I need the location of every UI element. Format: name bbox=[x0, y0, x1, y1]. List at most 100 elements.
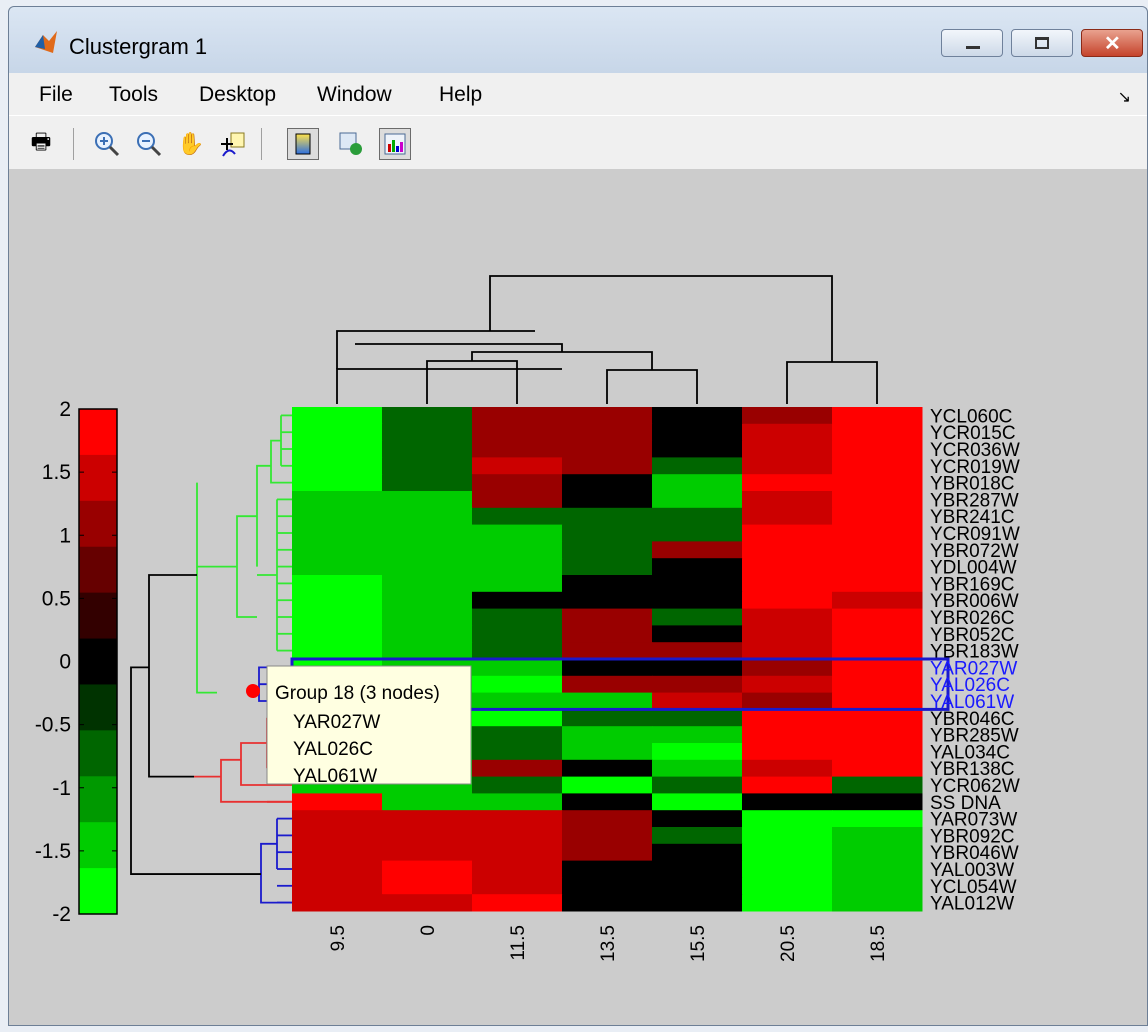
pan-hand-icon[interactable]: ✋ bbox=[177, 131, 205, 156]
axis-labels: YCL060CYCR015CYCR036WYCR019WYBR018CYBR28… bbox=[328, 406, 1020, 962]
heatmap-cell bbox=[292, 440, 383, 458]
row-label: YBR018C bbox=[930, 474, 1015, 495]
data-cursor-icon[interactable] bbox=[217, 128, 249, 160]
heatmap-cell bbox=[562, 793, 653, 811]
heatmap-cell bbox=[832, 709, 923, 727]
heatmap-cell bbox=[742, 793, 833, 811]
heatmap-cell bbox=[742, 759, 833, 778]
heatmap-cell bbox=[382, 608, 473, 626]
maximize-button[interactable] bbox=[1011, 29, 1073, 57]
heatmap-cell bbox=[292, 827, 383, 845]
menu-file[interactable]: File bbox=[39, 83, 73, 106]
print-icon[interactable]: 🖶 bbox=[30, 129, 52, 154]
heatmap-cell bbox=[742, 776, 833, 794]
heatmap-cell bbox=[562, 558, 653, 576]
heatmap-cell bbox=[292, 810, 383, 828]
heatmap-cell bbox=[742, 743, 833, 761]
column-label: 9.5 bbox=[328, 925, 349, 951]
menu-tools[interactable]: Tools bbox=[109, 83, 159, 106]
row-label: YCR062W bbox=[930, 776, 1020, 797]
heatmap-cell bbox=[292, 843, 383, 862]
dendrogram-insert-icon[interactable] bbox=[335, 128, 367, 160]
heatmap-cell bbox=[472, 558, 563, 576]
heatmap-cell bbox=[292, 491, 383, 509]
figure-canvas[interactable]: 2 1.5 1 0.5 0 -0.5 -1 -1.5 -2 YCL060C YCR015C YCR0… bbox=[9, 169, 1147, 1025]
heatmap-cell bbox=[382, 507, 473, 526]
heatmap-cell bbox=[652, 709, 743, 727]
heatmap-cell bbox=[652, 591, 743, 610]
heatmap-cell bbox=[292, 860, 383, 878]
heatmap-cell bbox=[832, 692, 923, 710]
dendrogram-branch bbox=[220, 758, 292, 803]
clustergram-plot[interactable]: 21.510.50-0.5-1-1.5-2 YCL060CYCR015CYCR0… bbox=[9, 169, 1148, 1027]
heatmap-cell bbox=[562, 709, 653, 727]
heatmap-cell bbox=[382, 894, 473, 912]
heatmap-cell bbox=[832, 608, 923, 626]
title-bar[interactable]: Clustergram 1 ✕ bbox=[9, 7, 1147, 73]
minimize-button[interactable] bbox=[941, 29, 1003, 57]
heatmap-cell bbox=[382, 810, 473, 828]
heatmap-cell bbox=[562, 860, 653, 878]
minimize-icon bbox=[966, 46, 980, 49]
dendrogram-branch bbox=[336, 330, 535, 369]
heatmap-cell bbox=[472, 659, 563, 677]
heatmap-cell bbox=[292, 575, 383, 593]
datatip-marker bbox=[246, 684, 260, 698]
menu-help[interactable]: Help bbox=[439, 83, 483, 106]
colorbar-tick-label: -1 bbox=[52, 777, 71, 800]
column-label: 20.5 bbox=[778, 925, 799, 962]
heatmap-cell bbox=[562, 827, 653, 845]
row-label: YBR138C bbox=[930, 759, 1015, 780]
heatmap-cell bbox=[832, 591, 923, 610]
heatmap-cell bbox=[562, 575, 653, 593]
heatmap-cell bbox=[832, 726, 923, 744]
heatmap-cell bbox=[472, 860, 563, 878]
heatmap-cell bbox=[472, 793, 563, 811]
column-label: 13.5 bbox=[598, 925, 619, 962]
row-label: YBR052C bbox=[930, 625, 1015, 646]
heatmap-cell bbox=[562, 759, 653, 778]
menu-window[interactable]: Window bbox=[317, 83, 392, 106]
menu-desktop[interactable]: Desktop bbox=[199, 83, 277, 106]
heatmap-cell bbox=[652, 675, 743, 694]
heatmap-cell bbox=[652, 440, 743, 458]
row-label: YCR019W bbox=[930, 457, 1020, 478]
zoom-out-icon[interactable] bbox=[133, 128, 165, 160]
colorbar-toggle-icon[interactable] bbox=[287, 128, 319, 160]
heatmap-cell bbox=[832, 474, 923, 492]
heatmap-cell bbox=[382, 877, 473, 895]
heatmap-cell bbox=[382, 860, 473, 878]
heatmap-cell bbox=[742, 440, 833, 458]
heatmap-cell bbox=[292, 793, 383, 811]
heatmap-cell bbox=[652, 558, 743, 576]
heatmap-cell bbox=[472, 407, 563, 425]
row-label: YAL012W bbox=[930, 894, 1014, 915]
heatmap-cell bbox=[652, 524, 743, 542]
dendrogram-branch bbox=[256, 464, 271, 567]
dendrogram-branch bbox=[426, 360, 518, 404]
heatmap-cell bbox=[292, 625, 383, 643]
row-label: YBR169C bbox=[930, 574, 1015, 595]
colorbar-swatch bbox=[79, 868, 117, 915]
close-button[interactable]: ✕ bbox=[1081, 29, 1143, 57]
heatmap-cell bbox=[742, 860, 833, 878]
heatmap-cell bbox=[562, 776, 653, 794]
dendrogram-branch bbox=[148, 574, 197, 778]
row-label: YBR287W bbox=[930, 490, 1019, 511]
maximize-icon bbox=[1035, 37, 1049, 49]
window-title: Clustergram 1 bbox=[69, 34, 208, 59]
heatmap-cell bbox=[652, 776, 743, 794]
dock-arrow-icon[interactable]: ↘ bbox=[1117, 89, 1131, 106]
heatmap-cell bbox=[742, 591, 833, 610]
heatmap-cell bbox=[472, 894, 563, 912]
heatmap-cell bbox=[742, 625, 833, 643]
heatmap[interactable] bbox=[290, 407, 950, 912]
heatmap-cell bbox=[832, 827, 923, 845]
zoom-in-icon[interactable] bbox=[91, 128, 123, 160]
heatmap-cell bbox=[652, 407, 743, 425]
heatmap-insert-icon[interactable] bbox=[379, 128, 411, 160]
heatmap-cell bbox=[832, 642, 923, 660]
heatmap-cell bbox=[472, 675, 563, 694]
heatmap-cell bbox=[562, 675, 653, 694]
colorbar-swatch bbox=[79, 638, 117, 685]
